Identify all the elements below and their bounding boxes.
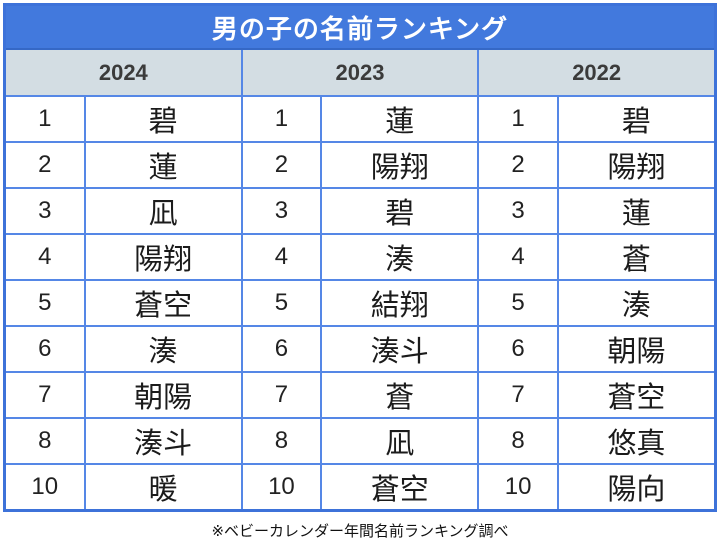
- rank-cell: 10: [242, 465, 321, 509]
- rank-cell: 4: [242, 235, 321, 279]
- name-cell: 蒼: [322, 373, 478, 417]
- name-cell: 湊: [322, 235, 478, 279]
- rank-cell: 4: [6, 235, 84, 279]
- name-cell: 蒼空: [322, 465, 478, 509]
- name-cell: 蓮: [322, 97, 478, 141]
- rank-cell: 8: [479, 419, 557, 463]
- rank-cell: 1: [242, 97, 321, 141]
- name-cell: 湊: [85, 327, 241, 371]
- name-cell: 蒼空: [85, 281, 241, 325]
- name-cell: 悠真: [558, 419, 714, 463]
- rank-cell: 4: [479, 235, 557, 279]
- rank-cell: 3: [6, 189, 84, 233]
- rank-cell: 8: [6, 419, 84, 463]
- name-cell: 朝陽: [558, 327, 714, 371]
- source-note: ※ベビーカレンダー年間名前ランキング調べ: [211, 523, 509, 540]
- rank-cell: 10: [6, 465, 84, 509]
- name-cell: 陽翔: [322, 143, 478, 187]
- rank-cell: 1: [6, 97, 84, 141]
- name-cell: 湊: [558, 281, 714, 325]
- name-cell: 陽向: [558, 465, 714, 509]
- rank-cell: 7: [242, 373, 321, 417]
- rank-cell: 6: [479, 327, 557, 371]
- rank-cell: 3: [479, 189, 557, 233]
- page-title: 男の子の名前ランキング: [6, 6, 714, 50]
- rank-cell: 7: [6, 373, 84, 417]
- name-cell: 蒼空: [558, 373, 714, 417]
- name-cell: 蓮: [558, 189, 714, 233]
- year-header-2023: 2023: [242, 50, 478, 95]
- name-cell: 碧: [85, 97, 241, 141]
- name-cell: 陽翔: [85, 235, 241, 279]
- name-cell: 蓮: [85, 143, 241, 187]
- name-cell: 碧: [322, 189, 478, 233]
- rank-cell: 5: [479, 281, 557, 325]
- rank-cell: 10: [479, 465, 557, 509]
- name-cell: 湊斗: [85, 419, 241, 463]
- rank-cell: 2: [479, 143, 557, 187]
- rank-cell: 7: [479, 373, 557, 417]
- year-header-2022: 2022: [479, 50, 714, 95]
- rank-cell: 5: [242, 281, 321, 325]
- rank-cell: 2: [6, 143, 84, 187]
- rank-cell: 5: [6, 281, 84, 325]
- ranking-table: 男の子の名前ランキング 2024 2023 2022 1 碧 1 蓮 1 碧 2 蓮 2 陽翔 2 陽…: [3, 3, 717, 512]
- year-header-2024: 2024: [6, 50, 241, 95]
- name-cell: 碧: [558, 97, 714, 141]
- name-cell: 陽翔: [558, 143, 714, 187]
- rank-cell: 2: [242, 143, 321, 187]
- rank-cell: 6: [6, 327, 84, 371]
- ranking-grid: 2024 2023 2022 1 碧 1 蓮 1 碧 2 蓮 2 陽翔 2 陽翔 3 凪 3 碧 3 蓮 4 陽翔 4 湊…: [6, 50, 714, 509]
- rank-cell: 1: [479, 97, 557, 141]
- name-cell: 凪: [85, 189, 241, 233]
- name-cell: 湊斗: [322, 327, 478, 371]
- rank-cell: 3: [242, 189, 321, 233]
- name-cell: 朝陽: [85, 373, 241, 417]
- name-cell: 凪: [322, 419, 478, 463]
- name-cell: 蒼: [558, 235, 714, 279]
- rank-cell: 8: [242, 419, 321, 463]
- name-cell: 暖: [85, 465, 241, 509]
- rank-cell: 6: [242, 327, 321, 371]
- name-cell: 結翔: [322, 281, 478, 325]
